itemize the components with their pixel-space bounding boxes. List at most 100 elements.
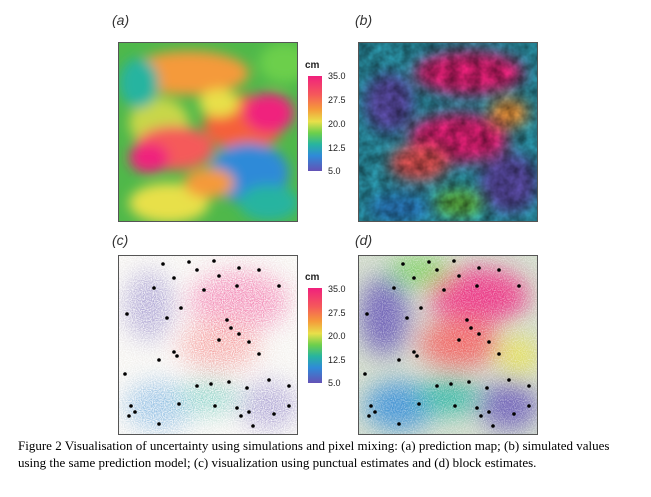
colorbar-tick: 27.5 bbox=[328, 95, 346, 105]
point-marker bbox=[491, 424, 495, 428]
colorbar-bottom bbox=[308, 288, 322, 383]
point-marker bbox=[251, 424, 255, 428]
figure-caption: Figure 2 Visualisation of uncertainty us… bbox=[18, 438, 610, 470]
point-marker bbox=[475, 406, 479, 410]
colorbar-top bbox=[308, 76, 322, 171]
point-marker bbox=[392, 286, 396, 290]
point-marker bbox=[469, 326, 473, 330]
panel-label-c: (c) bbox=[112, 232, 129, 248]
panel-label-d: (d) bbox=[355, 232, 373, 248]
colorbar-tick: 5.0 bbox=[328, 166, 341, 176]
block-map-d bbox=[358, 255, 538, 435]
point-marker bbox=[213, 404, 217, 408]
panel-label-b: (b) bbox=[355, 12, 373, 28]
point-marker bbox=[457, 338, 461, 342]
point-marker bbox=[465, 318, 469, 322]
point-marker bbox=[225, 318, 229, 322]
point-marker bbox=[127, 414, 131, 418]
point-marker bbox=[449, 382, 453, 386]
point-marker bbox=[257, 352, 261, 356]
point-marker bbox=[133, 410, 137, 414]
point-marker bbox=[165, 316, 169, 320]
colorbar-tick: 20.0 bbox=[328, 331, 346, 341]
point-marker bbox=[512, 412, 516, 416]
point-marker bbox=[401, 262, 405, 266]
point-marker bbox=[487, 410, 491, 414]
point-marker bbox=[247, 340, 251, 344]
point-marker bbox=[235, 284, 239, 288]
point-marker bbox=[527, 384, 531, 388]
point-marker bbox=[435, 384, 439, 388]
point-marker bbox=[267, 378, 271, 382]
point-marker bbox=[172, 350, 176, 354]
point-marker bbox=[287, 384, 291, 388]
point-markers-c bbox=[123, 259, 291, 428]
colorbar-unit-top: cm bbox=[305, 60, 320, 71]
point-marker bbox=[161, 262, 165, 266]
point-marker bbox=[257, 268, 261, 272]
point-marker bbox=[527, 404, 531, 408]
point-marker bbox=[125, 312, 129, 316]
point-marker bbox=[373, 410, 377, 414]
point-marker bbox=[453, 404, 457, 408]
point-marker bbox=[427, 260, 431, 264]
point-marker bbox=[477, 266, 481, 270]
point-marker bbox=[365, 312, 369, 316]
point-marker bbox=[157, 358, 161, 362]
point-marker bbox=[245, 386, 249, 390]
point-marker bbox=[412, 350, 416, 354]
point-marker bbox=[477, 332, 481, 336]
point-marker bbox=[152, 286, 156, 290]
point-marker bbox=[363, 372, 367, 376]
point-marker bbox=[175, 354, 179, 358]
point-marker bbox=[485, 386, 489, 390]
punctual-map-c bbox=[118, 255, 298, 435]
point-marker bbox=[467, 380, 471, 384]
point-marker bbox=[417, 402, 421, 406]
point-marker bbox=[129, 404, 133, 408]
point-marker bbox=[397, 358, 401, 362]
point-marker bbox=[452, 259, 456, 263]
point-marker bbox=[239, 414, 243, 418]
point-markers-d bbox=[363, 259, 531, 428]
point-marker bbox=[507, 378, 511, 382]
colorbar-tick: 5.0 bbox=[328, 378, 341, 388]
point-marker bbox=[415, 354, 419, 358]
colorbar-tick: 20.0 bbox=[328, 119, 346, 129]
point-marker bbox=[177, 402, 181, 406]
point-marker bbox=[209, 382, 213, 386]
point-marker bbox=[187, 260, 191, 264]
point-marker bbox=[195, 268, 199, 272]
simulated-map-b bbox=[358, 42, 538, 222]
point-marker bbox=[237, 266, 241, 270]
point-marker bbox=[227, 380, 231, 384]
point-marker bbox=[229, 326, 233, 330]
point-marker bbox=[287, 404, 291, 408]
point-marker bbox=[212, 259, 216, 263]
point-marker bbox=[419, 306, 423, 310]
point-marker bbox=[237, 332, 241, 336]
point-marker bbox=[217, 338, 221, 342]
point-marker bbox=[435, 268, 439, 272]
point-marker bbox=[479, 414, 483, 418]
point-marker bbox=[475, 284, 479, 288]
point-marker bbox=[195, 384, 199, 388]
point-marker bbox=[247, 410, 251, 414]
point-marker bbox=[277, 284, 281, 288]
prediction-map-a bbox=[118, 42, 298, 222]
colorbar-tick: 35.0 bbox=[328, 284, 346, 294]
point-marker bbox=[369, 404, 373, 408]
point-marker bbox=[202, 288, 206, 292]
point-marker bbox=[179, 306, 183, 310]
point-marker bbox=[442, 288, 446, 292]
point-marker bbox=[367, 414, 371, 418]
point-marker bbox=[487, 340, 491, 344]
point-marker bbox=[497, 268, 501, 272]
point-marker bbox=[272, 412, 276, 416]
colorbar-tick: 27.5 bbox=[328, 308, 346, 318]
point-marker bbox=[235, 406, 239, 410]
point-marker bbox=[397, 422, 401, 426]
point-marker bbox=[172, 276, 176, 280]
point-marker bbox=[457, 274, 461, 278]
point-marker bbox=[497, 352, 501, 356]
